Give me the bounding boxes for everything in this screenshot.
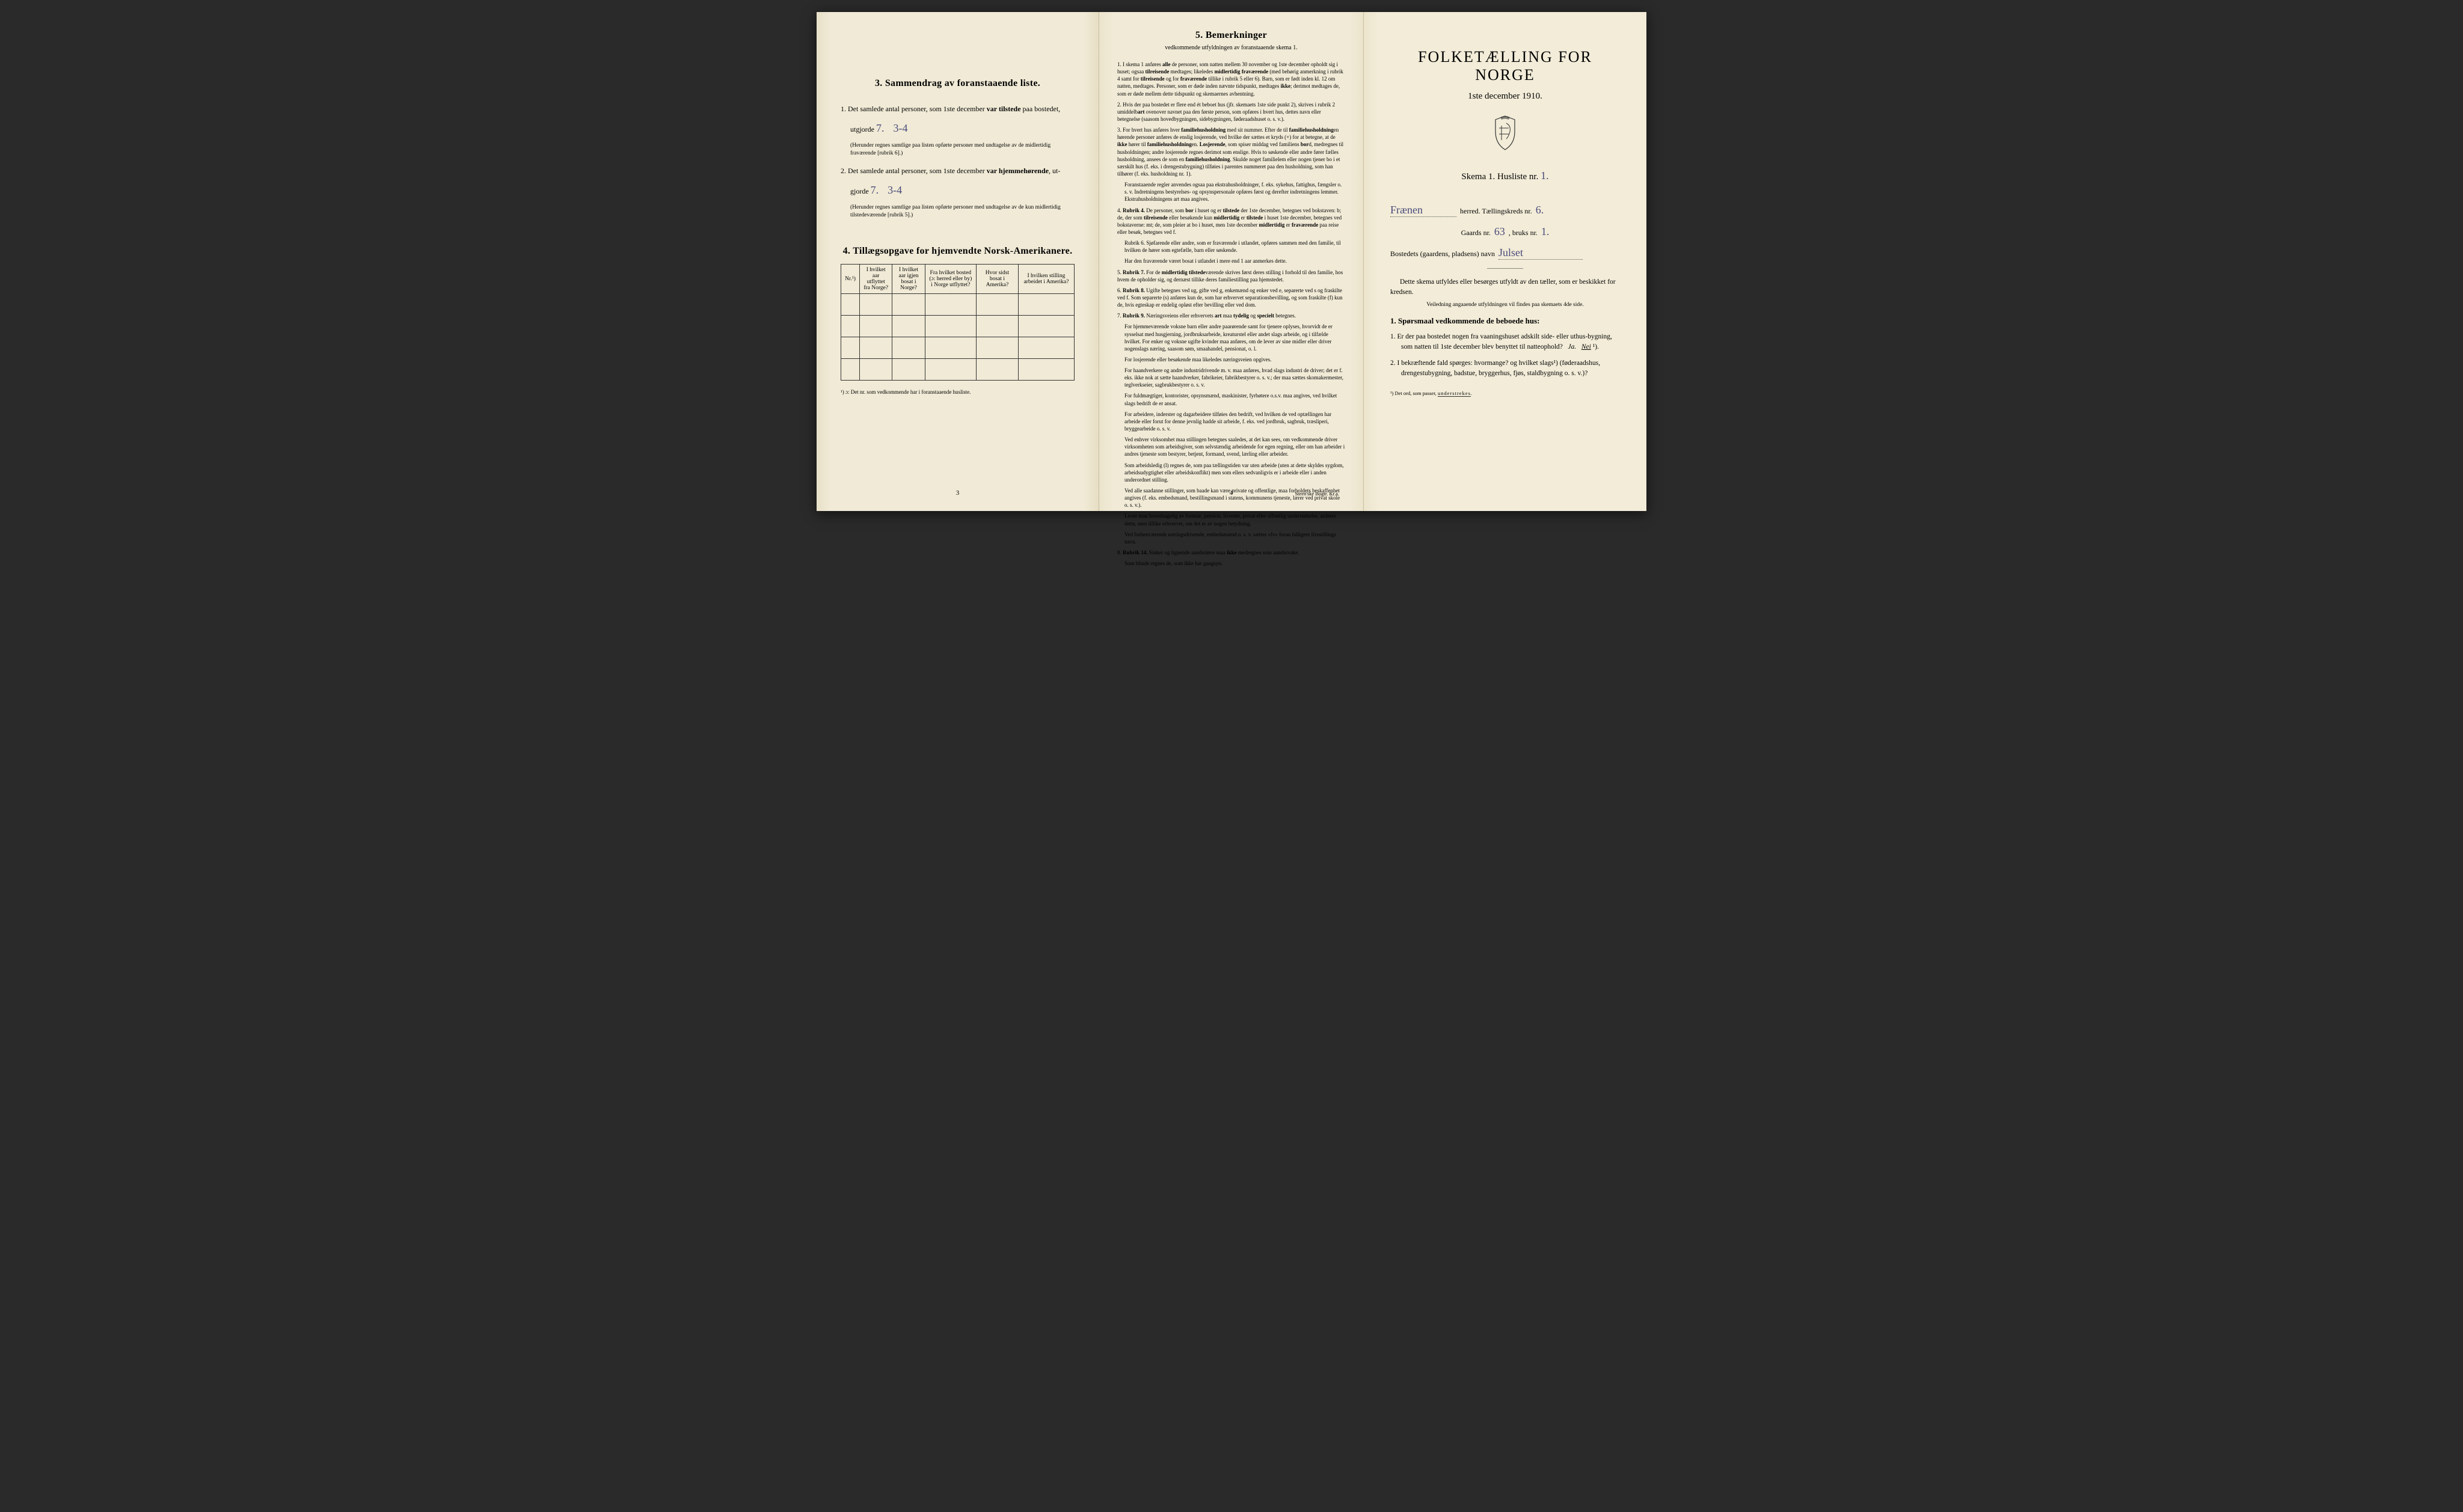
section-4-title: 4. Tillægsopgave for hjemvendte Norsk-Am…: [841, 246, 1075, 257]
item2-line2-pre: gjorde: [850, 187, 871, 195]
th-5: I hvilken stilling arbeidet i Amerika?: [1018, 265, 1074, 294]
th-3: Fra hvilket bosted (ɔ: herred eller by) …: [925, 265, 976, 294]
coat-of-arms-icon: [1390, 115, 1620, 154]
skema-number: 1.: [1541, 170, 1549, 182]
item2-hand2: 3-4: [888, 184, 902, 196]
item1-hand1: 7.: [876, 122, 885, 134]
printer-credit: Steen'ske Bogtr. Kr.a.: [1295, 491, 1339, 497]
section-5-subtitle: vedkommende utfyldningen av foranstaaend…: [1117, 44, 1345, 51]
th-1: I hvilket aar utflyttet fra Norge?: [860, 265, 892, 294]
divider: [1487, 268, 1523, 269]
item1-post: paa bostedet,: [1021, 105, 1061, 113]
page-number-3: 3: [956, 489, 960, 497]
question-2: 2. I bekræftende fald spørges: hvormange…: [1390, 358, 1620, 379]
census-date: 1ste december 1910.: [1390, 91, 1620, 102]
table-header-row: Nr.¹) I hvilket aar utflyttet fra Norge?…: [841, 265, 1075, 294]
th-nr: Nr.¹): [841, 265, 860, 294]
table-row: [841, 359, 1075, 381]
remark-item: 6. Rubrik 8. Ugifte betegnes ved ug, gif…: [1117, 287, 1345, 308]
remark-item: 7. Rubrik 9. Næringsveiens eller erhverv…: [1117, 312, 1345, 319]
remark-subitem: Har den fraværende været bosat i utlande…: [1124, 257, 1345, 265]
emigrant-table: Nr.¹) I hvilket aar utflyttet fra Norge?…: [841, 264, 1075, 381]
bosted-label: Bostedets (gaardens, pladsens) navn: [1390, 249, 1495, 259]
bruk-label: , bruks nr.: [1509, 228, 1538, 237]
item1-hand2: 3-4: [894, 122, 908, 134]
census-title: FOLKETÆLLING FOR NORGE: [1390, 48, 1620, 84]
remark-item: 4. Rubrik 4. De personer, som bor i huse…: [1117, 207, 1345, 236]
remark-subitem: For hjemmeværende voksne barn eller andr…: [1124, 323, 1345, 352]
skema-label: Skema 1. Husliste nr.: [1461, 172, 1541, 182]
remark-item: 3. For hvert hus anføres hver familiehus…: [1117, 126, 1345, 177]
gaard-value: 63: [1494, 225, 1505, 238]
page-4: 5. Bemerkninger vedkommende utfyldningen…: [1099, 12, 1364, 511]
kreds-value: 6.: [1536, 204, 1544, 216]
right-footnote: ¹) Det ord, som passer, understrekes.: [1390, 390, 1620, 396]
remark-subitem: Rubrik 6. Sjøfarende eller andre, som er…: [1124, 239, 1345, 254]
remark-item: 1. I skema 1 anføres alle de personer, s…: [1117, 61, 1345, 97]
remark-item: 5. Rubrik 7. For de midlertidig tilstede…: [1117, 269, 1345, 283]
question-heading: 1. Spørsmaal vedkommende de beboede hus:: [1390, 316, 1620, 326]
item1-bold: var tilstede: [987, 105, 1021, 113]
instruction-2: Veiledning angaaende utfyldningen vil fi…: [1390, 302, 1620, 308]
table-row: [841, 337, 1075, 359]
item2-pre: 2. Det samlede antal personer, som 1ste …: [841, 167, 987, 175]
remark-subitem: Ved enhver virksomhet maa stillingen bet…: [1124, 436, 1345, 458]
question-1: 1. Er der paa bostedet nogen fra vaaning…: [1390, 332, 1620, 353]
table-row: [841, 294, 1075, 316]
document-spread: 3. Sammendrag av foranstaaende liste. 1.…: [817, 12, 1646, 511]
gaard-label: Gaards nr.: [1461, 228, 1491, 237]
remark-subitem: Som blinde regnes de, som ikke har gangs…: [1124, 560, 1345, 567]
remark-subitem: Ved forhenværende næringsdrivende, embed…: [1124, 531, 1345, 545]
instruction-1: Dette skema utfyldes eller besørges utfy…: [1390, 277, 1620, 298]
item2-note: (Herunder regnes samtlige paa listen opf…: [850, 204, 1075, 220]
herred-line: Frænen herred. Tællingskreds nr. 6.: [1390, 204, 1620, 217]
th-2: I hvilket aar igjen bosat i Norge?: [892, 265, 925, 294]
remark-subitem: For fuldmægtiger, kontorister, opsynsmæn…: [1124, 392, 1345, 406]
page-3: 3. Sammendrag av foranstaaende liste. 1.…: [817, 12, 1099, 511]
item1-note: (Herunder regnes samtlige paa listen opf…: [850, 142, 1075, 158]
page-cover: FOLKETÆLLING FOR NORGE 1ste december 191…: [1364, 12, 1646, 511]
herred-label: herred. Tællingskreds nr.: [1460, 207, 1532, 216]
item1-line2-pre: utgjorde: [850, 125, 876, 133]
item2-bold: var hjemmehørende: [987, 167, 1049, 175]
gaard-line: Gaards nr. 63 , bruks nr. 1.: [1390, 225, 1620, 238]
item2-post: , ut-: [1049, 167, 1060, 175]
page-number-4: 4: [1230, 489, 1233, 497]
remark-subitem: For arbeidere, inderster og dagarbeidere…: [1124, 411, 1345, 432]
item-1: 1. Det samlede antal personer, som 1ste …: [841, 103, 1075, 115]
item2-hand1: 7.: [871, 184, 879, 196]
item-2: 2. Det samlede antal personer, som 1ste …: [841, 165, 1075, 177]
remark-subitem: For losjerende eller besøkende maa likel…: [1124, 356, 1345, 363]
table-row: [841, 316, 1075, 337]
item-2-line2: gjorde 7. 3-4: [850, 182, 1075, 199]
item1-pre: 1. Det samlede antal personer, som 1ste …: [841, 105, 987, 113]
section-3-title: 3. Sammendrag av foranstaaende liste.: [841, 78, 1075, 89]
remark-subitem: Lever man hovedsagelig av formue, pensio…: [1124, 512, 1345, 527]
th-4: Hvor sidst bosat i Amerika?: [977, 265, 1019, 294]
bruk-value: 1.: [1541, 225, 1550, 238]
section-5-title: 5. Bemerkninger: [1117, 30, 1345, 41]
remark-item: 8. Rubrik 14. Sinker og lignende aandssl…: [1117, 549, 1345, 556]
herred-value: Frænen: [1390, 204, 1456, 217]
skema-line: Skema 1. Husliste nr. 1.: [1390, 170, 1620, 182]
bosted-value: Julset: [1498, 246, 1583, 260]
bosted-line: Bostedets (gaardens, pladsens) navn Juls…: [1390, 246, 1620, 260]
item-1-line2: utgjorde 7. 3-4: [850, 120, 1075, 137]
remark-item: 2. Hvis der paa bostedet er flere end ét…: [1117, 101, 1345, 123]
remark-subitem: For haandverkere og andre industridriven…: [1124, 367, 1345, 388]
page3-footnote: ¹) ɔ: Det nr. som vedkommende har i fora…: [841, 389, 1075, 395]
remark-subitem: Som arbeidsledig (l) regnes de, som paa …: [1124, 462, 1345, 483]
remark-subitem: Foranstaaende regler anvendes ogsaa paa …: [1124, 181, 1345, 203]
